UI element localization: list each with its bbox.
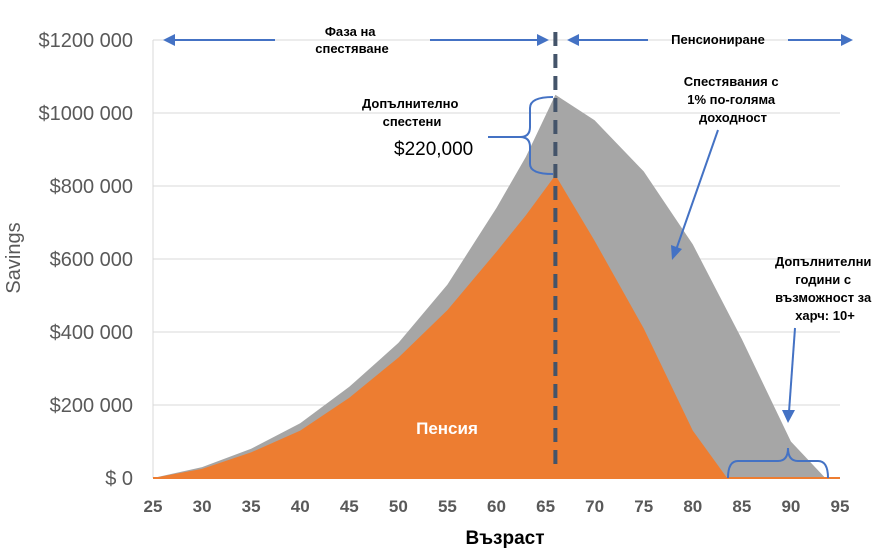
x-tick-label: 75 bbox=[634, 497, 653, 516]
retirement-phase-label: Пенсиониране bbox=[671, 32, 765, 47]
y-tick-label: $ 0 bbox=[105, 468, 133, 490]
y-tick-label: $1000 000 bbox=[38, 103, 133, 125]
y-axis-title: Savings bbox=[3, 222, 25, 293]
saving-phase-arrow bbox=[163, 34, 549, 46]
y-tick-label: $200 000 bbox=[50, 395, 133, 417]
extra-years-label: Допълнителни години с възможност за харч… bbox=[775, 254, 875, 323]
retirement-phase-arrow bbox=[567, 34, 853, 46]
x-axis-title: Възраст bbox=[465, 528, 544, 549]
x-tick-label: 35 bbox=[242, 497, 261, 516]
y-tick-label: $600 000 bbox=[50, 249, 133, 271]
x-tick-label: 60 bbox=[487, 497, 506, 516]
x-tick-label: 85 bbox=[732, 497, 751, 516]
extra-years-brace bbox=[727, 447, 829, 479]
y-tick-label: $800 000 bbox=[50, 176, 133, 198]
x-tick-label: 55 bbox=[438, 497, 457, 516]
area-pension bbox=[153, 175, 728, 478]
extra-saved-value: $220,000 bbox=[394, 139, 473, 160]
y-tick-label: $1200 000 bbox=[38, 30, 133, 52]
higher-return-label: Спестявания с 1% по-голяма доходност bbox=[684, 74, 782, 125]
saving-phase-label: Фаза на спестяване bbox=[315, 24, 388, 56]
x-tick-label: 70 bbox=[585, 497, 604, 516]
extra-years-arrow bbox=[782, 327, 796, 423]
x-tick-label: 95 bbox=[831, 497, 850, 516]
x-tick-label: 25 bbox=[144, 497, 163, 516]
area-label-pension: Пенсия bbox=[416, 419, 478, 438]
x-tick-label: 65 bbox=[536, 497, 555, 516]
y-tick-label: $400 000 bbox=[50, 322, 133, 344]
x-tick-label: 90 bbox=[781, 497, 800, 516]
higher-return-arrow bbox=[671, 129, 719, 260]
y-tick-labels: $ 0 $200 000 $400 000 $600 000 $800 000 $1000… bbox=[38, 30, 133, 490]
x-tick-labels: 25 30 35 40 45 50 55 60 65 70 75 80 85 90 95 bbox=[144, 497, 850, 516]
series-areas bbox=[153, 94, 840, 479]
x-tick-label: 80 bbox=[683, 497, 702, 516]
x-tick-label: 45 bbox=[340, 497, 359, 516]
x-tick-label: 30 bbox=[193, 497, 212, 516]
extra-saved-label: Допълнително спестени bbox=[362, 96, 462, 129]
x-tick-label: 40 bbox=[291, 497, 310, 516]
x-tick-label: 50 bbox=[389, 497, 408, 516]
